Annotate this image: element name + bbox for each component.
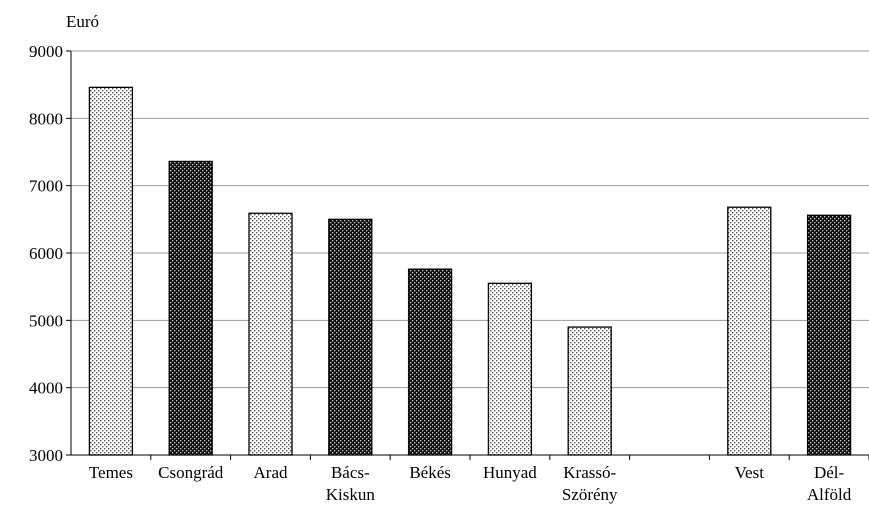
- bars: [88, 86, 852, 456]
- x-tick-label: Békés: [409, 463, 451, 482]
- bar: [806, 214, 852, 456]
- x-tick-label: Csongrád: [158, 463, 224, 482]
- y-tick-label: 9000: [29, 42, 63, 61]
- bar: [407, 268, 453, 456]
- axes: 3000 4000 5000 6000 7000 8000 9000 Temes Csongrá…: [29, 42, 869, 504]
- bar: [727, 206, 772, 456]
- x-tick-label: Szörény: [562, 485, 618, 504]
- x-tick-label: Arad: [254, 463, 288, 482]
- x-tick-label: Hunyad: [483, 463, 537, 482]
- x-tick-label: Temes: [89, 463, 133, 482]
- x-tick-label: Vest: [735, 463, 765, 482]
- bar: [567, 326, 612, 456]
- x-tick-label: Krassó-: [563, 463, 616, 482]
- bar: [248, 212, 293, 456]
- y-tick-label: 6000: [29, 244, 63, 263]
- y-tick-label: 8000: [29, 109, 63, 128]
- x-tick-label: Alföld: [807, 485, 852, 504]
- y-tick-label: 5000: [29, 311, 63, 330]
- y-axis-label: Euró: [66, 12, 99, 31]
- y-tick-label: 3000: [29, 446, 63, 465]
- bar: [487, 282, 533, 456]
- bar: [168, 160, 213, 456]
- x-tick-label: Bács-: [331, 463, 370, 482]
- y-tick-label: 4000: [29, 379, 63, 398]
- x-tick-label: Dél-: [814, 463, 845, 482]
- bar: [88, 86, 134, 456]
- y-tick-label: 7000: [29, 177, 63, 196]
- x-tick-label: Kiskun: [326, 485, 376, 504]
- bar: [328, 218, 373, 456]
